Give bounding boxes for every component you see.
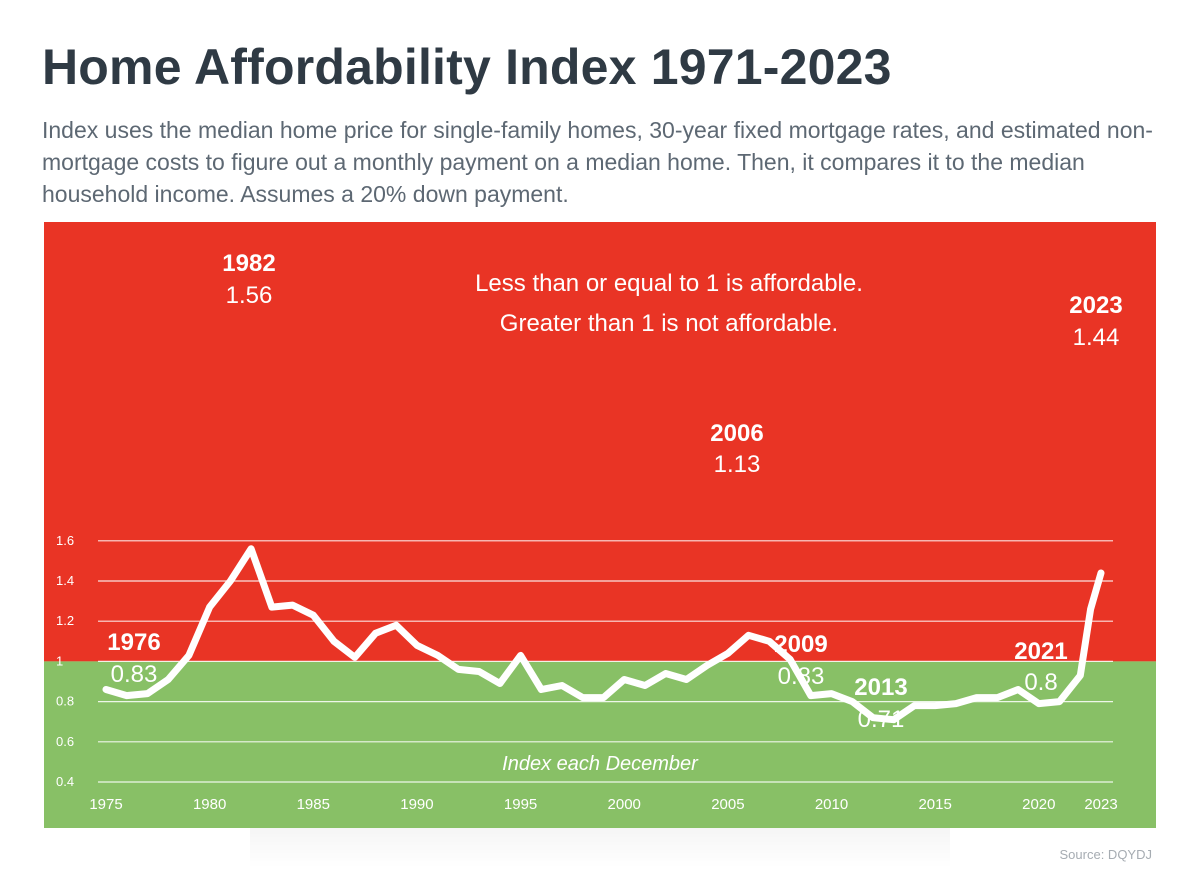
x-tick-2010: 2010 <box>815 796 848 813</box>
chart-subtitle: Index uses the median home price for sin… <box>42 117 1153 207</box>
x-tick-2023: 2023 <box>1084 796 1117 813</box>
x-tick-2015: 2015 <box>918 796 951 813</box>
x-tick-2005: 2005 <box>711 796 744 813</box>
y-tick-1.6: 1.6 <box>56 533 74 548</box>
x-tick-2000: 2000 <box>608 796 641 813</box>
label-year-1976: 1976 <box>107 629 160 656</box>
y-tick-1.4: 1.4 <box>56 573 74 588</box>
label-year-2021: 2021 <box>1014 638 1067 665</box>
label-year-2013: 2013 <box>854 674 907 701</box>
label-value-2023: 1.44 <box>1073 324 1120 351</box>
label-value-2006: 1.13 <box>714 451 761 478</box>
y-tick-0.6: 0.6 <box>56 734 74 749</box>
x-tick-1995: 1995 <box>504 796 537 813</box>
affordable-zone <box>44 661 1156 828</box>
label-year-2023: 2023 <box>1069 292 1122 319</box>
label-year-2009: 2009 <box>774 631 827 658</box>
y-tick-0.4: 0.4 <box>56 774 74 789</box>
label-value-1976: 0.83 <box>111 661 158 688</box>
x-tick-1985: 1985 <box>297 796 330 813</box>
source-credit: Source: DQYDJ <box>1059 847 1152 862</box>
x-tick-1975: 1975 <box>89 796 122 813</box>
chart-title: Home Affordability Index 1971-2023 <box>42 39 892 95</box>
y-tick-1.2: 1.2 <box>56 613 74 628</box>
y-axis-ticks: 0.4 0.6 0.8 1 1.2 1.4 1.6 <box>56 533 74 789</box>
x-tick-1980: 1980 <box>193 796 226 813</box>
data-labels: 1982 1.56 1976 0.83 2006 1.13 2009 0.83 2013 0.71… <box>107 250 1122 733</box>
label-value-2009: 0.83 <box>778 663 825 690</box>
legend-line-1: Less than or equal to 1 is affordable. <box>475 270 863 297</box>
legend-line-2: Greater than 1 is not affordable. <box>500 310 838 337</box>
label-value-2013: 0.71 <box>858 706 905 733</box>
series-line <box>102 545 1105 724</box>
unaffordable-zone <box>44 222 1156 662</box>
index-note: Index each December <box>502 753 699 775</box>
x-tick-1990: 1990 <box>400 796 433 813</box>
bottom-shadow <box>250 828 950 868</box>
affordability-chart: 0.4 0.6 0.8 1 1.2 1.4 1.6 1975 1980 1985 1990 1995… <box>44 222 1156 828</box>
label-value-1982: 1.56 <box>226 282 273 309</box>
label-value-2021: 0.8 <box>1024 669 1057 696</box>
x-tick-2020: 2020 <box>1022 796 1055 813</box>
x-axis-ticks: 1975 1980 1985 1990 1995 2000 2005 2010 2015 2020… <box>89 796 1117 813</box>
label-year-1982: 1982 <box>222 250 275 277</box>
y-tick-1: 1 <box>56 653 63 668</box>
chart-container: 0.4 0.6 0.8 1 1.2 1.4 1.6 1975 1980 1985 1990 1995… <box>44 222 1156 828</box>
gridlines <box>98 540 1113 783</box>
label-year-2006: 2006 <box>710 420 763 447</box>
y-tick-0.8: 0.8 <box>56 694 74 709</box>
